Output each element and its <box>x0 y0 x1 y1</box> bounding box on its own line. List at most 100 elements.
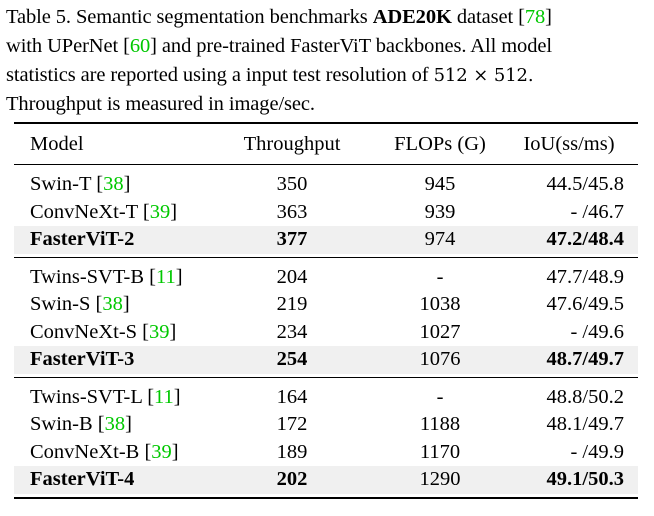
model-name: Swin-S [ <box>30 293 103 315</box>
table-row: Twins-SVT-L [11] 164 - 48.8/50.2 <box>14 384 638 412</box>
citation-link[interactable]: 38 <box>104 413 126 435</box>
caption-text: statistics are reported using a input te… <box>6 64 434 86</box>
group-divider-rule <box>14 164 638 165</box>
model-name: ConvNeXt-T [ <box>30 200 150 223</box>
results-table: Model Throughput FLOPs (G) IoU(ss/ms) Sw… <box>14 122 638 499</box>
citation-link[interactable]: 11 <box>154 385 174 408</box>
cell-flops: - <box>436 385 444 408</box>
table-row: FasterViT-2 377 974 47.2/48.4 <box>14 226 638 254</box>
citation-bracket: ] <box>173 385 181 408</box>
table-body: Swin-T [38] 350 945 44.5/45.8 ConvNeXt-T [39… <box>14 164 638 499</box>
header-flops: FLOPs (G) <box>394 133 486 155</box>
model-name: Twins-SVT-B [ <box>30 265 156 288</box>
caption-line-3: statistics are reported using a input te… <box>6 61 650 90</box>
caption-text: Table 5. Semantic segmentation benchmark… <box>6 6 373 28</box>
cell-throughput: 204 <box>276 265 308 288</box>
group-divider-rule <box>14 256 638 258</box>
caption-text: Throughput is measured in image/sec. <box>6 93 315 115</box>
cell-flops: 1027 <box>419 320 461 343</box>
citation-bracket: ] <box>170 200 178 223</box>
citation-bracket: ] <box>125 413 132 435</box>
cell-throughput: 219 <box>276 293 308 315</box>
cell-iou: 47.6/49.5 <box>546 293 624 315</box>
citation-link[interactable]: 39 <box>151 440 172 463</box>
table-row: ConvNeXt-S [39] 234 1027 - /49.6 <box>14 319 638 347</box>
cell-iou: 48.1/49.7 <box>546 413 624 435</box>
citation-bracket: ] <box>169 320 177 343</box>
cell-model: FasterViT-2 <box>30 226 134 254</box>
table-top-rule <box>14 122 638 124</box>
table-row: Swin-S [38] 219 1038 47.6/49.5 <box>14 291 638 319</box>
citation-link[interactable]: 11 <box>155 265 176 288</box>
table-row: Twins-SVT-B [11] 204 - 47.7/48.9 <box>14 264 638 292</box>
cell-model: ConvNeXt-S [39] <box>30 319 176 347</box>
header-model: Model <box>30 133 84 155</box>
table-row: ConvNeXt-B [39] 189 1170 - /49.9 <box>14 439 638 467</box>
cell-flops: 974 <box>424 228 456 250</box>
cell-throughput: 202 <box>276 468 308 490</box>
header-iou: IoU(ss/ms) <box>523 133 615 155</box>
table-row: Swin-B [38] 172 1188 48.1/49.7 <box>14 411 638 439</box>
cell-throughput: 172 <box>276 413 308 435</box>
cell-throughput: 164 <box>276 385 308 408</box>
resolution-math: 512 × 512. <box>433 65 534 86</box>
cell-flops: 1038 <box>419 293 461 315</box>
model-name: FasterViT-3 <box>30 348 135 370</box>
citation-link[interactable]: 78 <box>524 6 546 28</box>
citation-link[interactable]: 60 <box>129 35 151 57</box>
caption-text: ] <box>545 6 552 28</box>
cell-flops: 1188 <box>419 413 461 435</box>
citation-bracket: ] <box>171 440 179 463</box>
table-caption: Table 5. Semantic segmentation benchmark… <box>6 3 650 119</box>
cell-iou: - /46.7 <box>570 200 624 223</box>
cell-iou: 49.1/50.3 <box>546 468 624 490</box>
model-name: Twins-SVT-L [ <box>30 385 155 408</box>
cell-throughput: 377 <box>276 228 308 250</box>
cell-throughput: 234 <box>276 320 308 343</box>
cell-model: Swin-S [38] <box>30 291 130 319</box>
table-row: FasterViT-4 202 1290 49.1/50.3 <box>14 466 638 494</box>
model-name: FasterViT-4 <box>30 468 135 490</box>
caption-text: dataset [ <box>451 6 525 28</box>
cell-model: Swin-B [38] <box>30 411 132 439</box>
cell-model: Swin-T [38] <box>30 171 130 199</box>
table-bottom-rule <box>14 496 638 499</box>
cell-flops: 1170 <box>419 440 461 463</box>
caption-text: ] and pre-trained FasterViT backbones. A… <box>150 35 552 57</box>
cell-model: Twins-SVT-B [11] <box>30 264 183 292</box>
cell-flops: - <box>436 265 444 288</box>
group-divider-rule <box>14 376 638 378</box>
cell-iou: 47.7/48.9 <box>546 265 624 288</box>
cell-iou: - /49.6 <box>570 320 624 343</box>
cell-model: ConvNeXt-T [39] <box>30 199 177 227</box>
citation-bracket: ] <box>123 173 131 195</box>
table-row: ConvNeXt-T [39] 363 939 - /46.7 <box>14 199 638 227</box>
dataset-name: ADE20K <box>372 6 452 28</box>
cell-model: ConvNeXt-B [39] <box>30 439 179 467</box>
table-row: FasterViT-3 254 1076 48.7/49.7 <box>14 346 638 374</box>
cell-flops: 1290 <box>419 468 461 490</box>
cell-iou: 47.2/48.4 <box>546 228 624 250</box>
caption-text: with UPerNet [ <box>6 35 130 57</box>
cell-iou: - /49.9 <box>570 440 624 463</box>
cell-flops: 1076 <box>419 348 461 370</box>
model-name: FasterViT-2 <box>30 228 135 250</box>
cell-iou: 48.8/50.2 <box>546 385 624 408</box>
cell-iou: 44.5/45.8 <box>546 173 624 195</box>
caption-line-2: with UPerNet [60] and pre-trained Faster… <box>6 32 650 61</box>
cell-throughput: 189 <box>276 440 308 463</box>
cell-throughput: 350 <box>276 173 308 195</box>
cell-flops: 945 <box>424 173 456 195</box>
cell-flops: 939 <box>424 200 456 223</box>
citation-link[interactable]: 39 <box>149 200 171 223</box>
caption-line-1: Table 5. Semantic segmentation benchmark… <box>6 3 650 32</box>
cell-model: FasterViT-3 <box>30 346 134 374</box>
citation-link[interactable]: 38 <box>102 293 123 315</box>
model-name: Swin-T [ <box>30 173 104 195</box>
model-name: ConvNeXt-S [ <box>30 320 150 343</box>
cell-throughput: 254 <box>276 348 308 370</box>
table-header-row: Model Throughput FLOPs (G) IoU(ss/ms) <box>14 124 638 164</box>
citation-link[interactable]: 38 <box>103 173 124 195</box>
citation-link[interactable]: 39 <box>149 320 170 343</box>
citation-bracket: ] <box>122 293 130 315</box>
